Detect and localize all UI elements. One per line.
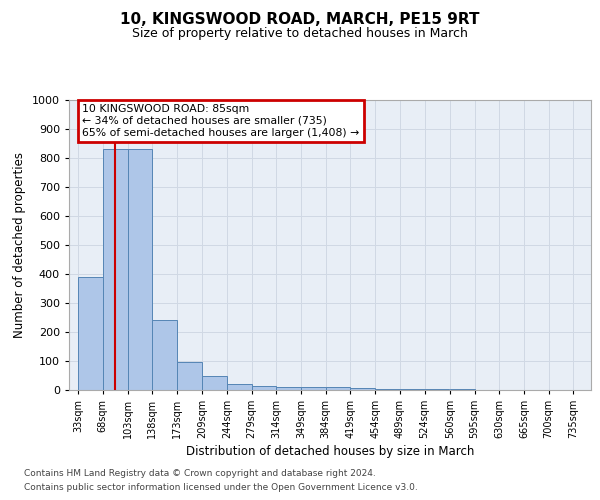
Text: Contains HM Land Registry data © Crown copyright and database right 2024.: Contains HM Land Registry data © Crown c… [24, 468, 376, 477]
Bar [326, 387, 350, 390]
Bar [227, 384, 252, 390]
Bar [128, 150, 152, 390]
Bar [277, 387, 301, 390]
Bar [301, 387, 326, 390]
Bar [202, 376, 227, 390]
Bar [152, 320, 177, 390]
Y-axis label: Number of detached properties: Number of detached properties [13, 152, 26, 338]
Bar [350, 388, 375, 390]
Text: 10 KINGSWOOD ROAD: 85sqm
← 34% of detached houses are smaller (735)
65% of semi-: 10 KINGSWOOD ROAD: 85sqm ← 34% of detach… [82, 104, 359, 138]
Bar [78, 277, 103, 390]
Text: Size of property relative to detached houses in March: Size of property relative to detached ho… [132, 28, 468, 40]
X-axis label: Distribution of detached houses by size in March: Distribution of detached houses by size … [186, 446, 474, 458]
Bar [103, 150, 128, 390]
Text: 10, KINGSWOOD ROAD, MARCH, PE15 9RT: 10, KINGSWOOD ROAD, MARCH, PE15 9RT [120, 12, 480, 28]
Bar [177, 362, 202, 390]
Bar [252, 386, 277, 390]
Text: Contains public sector information licensed under the Open Government Licence v3: Contains public sector information licen… [24, 484, 418, 492]
